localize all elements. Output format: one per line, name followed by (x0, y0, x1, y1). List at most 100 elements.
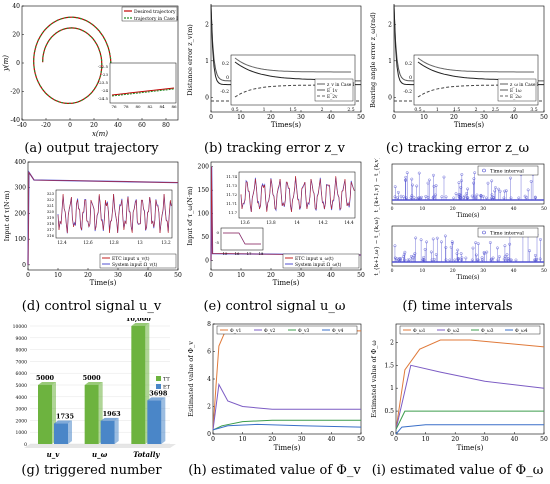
a-ytick-label-1: -20 (10, 89, 20, 96)
f-marker-1-78 (470, 258, 474, 262)
a-xtick-label-5: 60 (138, 122, 146, 129)
f-marker-1-35 (403, 250, 407, 254)
f-marker-0-74 (404, 178, 407, 182)
e-xtick-label-2: 20 (267, 272, 275, 279)
g-bar-side-ET-1 (114, 417, 119, 444)
c-inset-xtick-2: 1.5 (453, 107, 460, 113)
g-bar-TT-1 (84, 385, 99, 444)
e-legend-box (282, 253, 360, 269)
f-marker-0-16 (417, 171, 421, 175)
h-xtick-label-2: 20 (268, 436, 276, 443)
i-ylabel: Estimated value of Φ_ω (370, 340, 378, 418)
f-marker-0-84 (460, 173, 464, 176)
c-xtick-label-4: 40 (510, 114, 518, 121)
caption-h: (h) estimated value of Φ_v (188, 463, 361, 478)
d-ytick-label-2: 200 (15, 210, 27, 217)
e-inset-xtick-0: 13.6 (240, 220, 250, 225)
d-inset-xtick-3: 13 (137, 240, 143, 245)
f-marker-0-82 (490, 193, 494, 197)
f-marker-0-54 (490, 179, 494, 183)
g-ytick-label-10: 10000 (13, 324, 27, 330)
f-marker-1-89 (408, 258, 411, 262)
f-marker-0-73 (432, 195, 436, 199)
a-ytick-label-2: 0 (16, 60, 20, 67)
i-xtick-label-1: 10 (422, 436, 430, 443)
g-ytick-label-4: 4000 (16, 395, 28, 401)
f-xtick-label-1-4: 40 (511, 268, 517, 274)
c-inset-legend-label-2: E_2ω (510, 95, 522, 100)
f-marker-0-81 (410, 177, 414, 181)
g-value-label-ET-2: 3698 (149, 389, 168, 397)
b-inset-ytick-1: 0 (226, 75, 229, 81)
c-xlabel: Times(s) (454, 121, 485, 129)
i-xtick-label-5: 50 (540, 436, 548, 443)
h-xtick-label-4: 40 (328, 436, 336, 443)
f-marker-0-51 (525, 196, 529, 199)
panel-a-plot: -40 -20 0 20 40 60 80 -40 -20 0 20 40 x(m) y(m) Desire… (2, 3, 179, 138)
e-ytick-label-4: 200 (198, 164, 210, 171)
e-xtick-label-5: 50 (357, 272, 365, 279)
c-inset-xtick-5: 3 (513, 107, 516, 113)
f-xtick-label-0-1: 10 (420, 206, 426, 212)
g-legend-label-0: TT (163, 377, 170, 383)
panel-i: 0 10 20 30 40 50 0 0.5 1 1.5 2 Time(s) Estimated val… (370, 323, 548, 452)
e-xlabel: Time(s) (273, 279, 300, 287)
b-inset-legend-box (314, 78, 354, 102)
b-ytick-label-2: 2 (205, 21, 209, 28)
a-inset-ytick-4: -24.5 (98, 96, 109, 101)
g-ytick-label-1: 1000 (16, 430, 28, 436)
g-category-label-1: u_ω (92, 450, 108, 459)
f-marker-1-70 (489, 258, 493, 262)
g-floor (24, 444, 176, 448)
caption-f: (f) time intervals (402, 299, 513, 314)
f-marker-1-74 (476, 258, 479, 262)
c-xtick-label-3: 30 (480, 114, 488, 121)
f-marker-0-64 (509, 196, 513, 200)
panel-d-plot: 0 10 20 30 40 50 0 100 200 300 400 Time(s) Input of … (3, 159, 182, 287)
c-inset-xtick-4: 2.5 (492, 107, 499, 113)
h-xtick-label-5: 50 (357, 436, 365, 443)
f-marker-0-45 (393, 195, 397, 199)
f-marker-1-44 (459, 252, 463, 255)
f-legend-swatch-1 (482, 230, 486, 235)
f-marker-1-52 (485, 250, 489, 254)
g-value-label-ET-1: 1963 (103, 410, 122, 418)
a-case-line (33, 16, 112, 105)
f-marker-1-15 (423, 247, 427, 251)
f-marker-0-50 (411, 183, 414, 187)
f-marker-1-36 (506, 257, 510, 260)
f-marker-1-16 (476, 242, 480, 246)
f-xtick-label-1-5: 50 (541, 268, 547, 274)
i-ytick-label-1: 0.5 (384, 408, 394, 415)
h-series-1 (212, 382, 361, 430)
a-xtick-label-2: 0 (68, 122, 72, 129)
f-marker-0-76 (420, 195, 423, 199)
i-xtick-label-3: 30 (481, 436, 489, 443)
i-xlabel: Time(s) (457, 444, 484, 452)
d-ytick-label-0: 0 (22, 262, 26, 269)
f-marker-0-10 (418, 196, 422, 200)
f-marker-0-1 (409, 196, 413, 200)
b-xtick-label-0: 0 (209, 114, 213, 121)
e-ylabel: Input of τ_ω(N·m) (186, 186, 194, 246)
a-ytick-label-3: 20 (12, 32, 20, 39)
d-ylabel: Input of τ(N·m) (3, 190, 11, 241)
f-marker-1-75 (430, 258, 434, 262)
f-marker-1-47 (393, 244, 397, 248)
f-legend-label-1: Time interval (490, 231, 524, 237)
f-marker-0-62 (402, 195, 405, 199)
b-inset-legend-label-0: z_v in Case I (327, 83, 355, 88)
g-value-label-ET-0: 1735 (56, 413, 75, 421)
g-bar-TT-2 (131, 326, 146, 444)
panel-h-plot: 0 10 20 30 40 50 0 2 4 6 8 Time(s) Estimated value o… (187, 321, 365, 452)
e-inset-ytick-3: 11.71 (226, 201, 237, 206)
a-inset-xtick-4: 84 (159, 104, 165, 109)
a-inset-ytick-0: -22.5 (98, 64, 109, 69)
f-legend-box-0 (477, 165, 539, 176)
g-value-label-TT-0: 5000 (36, 374, 55, 382)
h-ytick-label-4: 8 (207, 321, 211, 328)
a-legend-label-1: trajectory in Case I (134, 16, 178, 22)
f-marker-0-79 (472, 177, 476, 181)
f-marker-1-81 (443, 234, 447, 238)
